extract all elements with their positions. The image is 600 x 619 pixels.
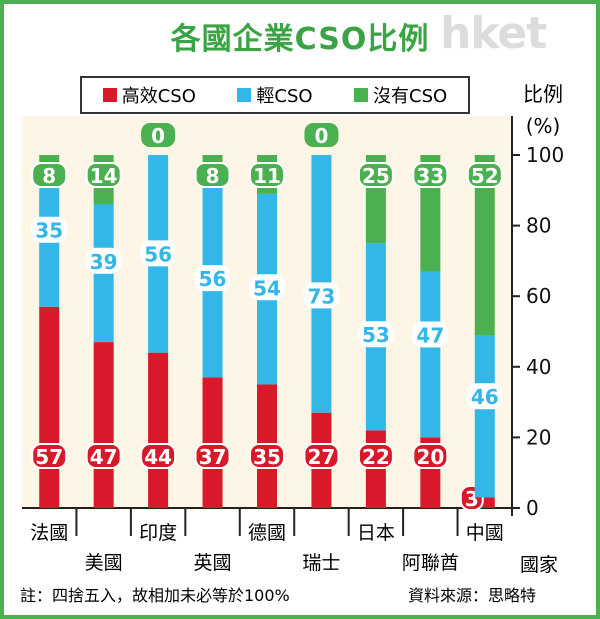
legend-label-none: 沒有CSO: [373, 86, 448, 107]
value-label-bg-0-7: [412, 443, 449, 469]
value-label-bg-2-7: [412, 162, 449, 188]
value-label-bg-1-7: [412, 321, 449, 348]
bar-0-6: [365, 430, 386, 508]
value-label-bg-1-0: [31, 216, 68, 243]
bar-2-8: [474, 155, 495, 336]
y-tick-label-100: 100: [526, 143, 564, 167]
value-label-1-7: 47: [416, 323, 444, 347]
bar-0-3: [202, 377, 223, 508]
value-label-bg-0-0: [31, 443, 68, 469]
value-label-bg-2-5: [304, 123, 339, 147]
legend-swatch-light: [237, 88, 252, 102]
category-label-0: 法國: [30, 522, 69, 544]
source-note: 資料來源：思略特: [408, 586, 537, 605]
value-label-bg-2-6: [357, 162, 394, 188]
category-label-7: 阿聯酋: [401, 552, 459, 574]
value-label-2-4: 11: [253, 164, 281, 188]
legend-swatch-high: [102, 88, 117, 102]
value-label-2-1: 14: [90, 164, 118, 188]
value-label-0-6: 22: [362, 445, 390, 469]
value-label-0-3: 37: [199, 445, 227, 469]
value-label-bg-0-4: [249, 443, 285, 469]
category-label-2: 印度: [139, 522, 178, 544]
bar-0-1: [93, 342, 114, 508]
legend-item-none: 沒有CSO: [354, 82, 447, 108]
value-label-bg-1-2: [140, 240, 177, 267]
legend-item-light: 輕CSO: [237, 82, 313, 108]
bar-1-8: [474, 335, 495, 498]
value-label-0-1: 47: [90, 445, 118, 469]
value-label-bg-1-5: [303, 282, 340, 309]
value-label-0-2: 44: [144, 445, 172, 469]
bar-0-0: [39, 306, 60, 508]
bar-0-8: [474, 497, 495, 508]
value-label-bg-2-0: [31, 162, 68, 188]
value-label-bg-2-4: [249, 162, 285, 188]
value-label-bg-0-5: [303, 443, 340, 469]
bar-1-0: [39, 183, 60, 307]
value-label-1-6: 53: [362, 323, 390, 347]
bar-0-2: [148, 352, 169, 508]
legend-item-high: 高效CSO: [102, 82, 196, 108]
value-label-bg-0-2: [140, 443, 177, 469]
value-label-bg-1-1: [85, 247, 122, 274]
y-tick-label-20: 20: [526, 425, 551, 449]
value-label-2-6: 25: [362, 164, 390, 188]
value-label-1-8: 46: [471, 385, 499, 409]
value-label-2-2: 0: [151, 124, 165, 148]
category-label-5: 瑞士: [302, 552, 341, 574]
y-axis-unit-line1: 比例: [523, 82, 563, 106]
y-tick-label-0: 0: [526, 496, 539, 520]
value-label-2-5: 0: [314, 124, 328, 148]
y-tick-label-40: 40: [526, 355, 551, 379]
value-label-0-4: 35: [253, 445, 281, 469]
value-label-2-7: 33: [416, 164, 444, 188]
y-axis-unit-line2: (%): [525, 114, 561, 138]
y-axis-unit-label: 比例 (%): [515, 78, 571, 142]
value-label-1-1: 39: [90, 250, 118, 274]
value-label-1-0: 35: [35, 219, 63, 243]
value-label-bg-2-2: [141, 123, 176, 147]
value-label-bg-0-6: [357, 443, 394, 469]
value-label-2-8: 52: [471, 164, 499, 188]
legend-label-light: 輕CSO: [256, 86, 313, 107]
category-label-8: 中國: [465, 522, 504, 544]
value-label-1-2: 56: [144, 242, 172, 266]
value-label-0-0: 57: [35, 445, 63, 469]
bar-1-7: [420, 271, 441, 438]
y-tick-label-60: 60: [526, 284, 551, 308]
value-label-1-3: 56: [199, 267, 227, 291]
value-label-1-5: 73: [308, 284, 336, 308]
value-label-0-5: 27: [308, 445, 336, 469]
value-label-bg-0-1: [85, 443, 122, 469]
value-label-bg-0-3: [194, 443, 231, 469]
footnote: 註：四捨五入，故相加未必等於100%: [20, 586, 290, 605]
value-label-bg-2-8: [466, 162, 503, 188]
category-label-6: 日本: [356, 522, 395, 544]
x-axis-label: 國家: [520, 554, 559, 576]
value-label-0-7: 20: [416, 445, 444, 469]
value-label-bg-2-3: [194, 162, 231, 188]
value-label-bg-1-8: [466, 383, 503, 410]
category-label-1: 美國: [84, 552, 123, 574]
value-label-2-0: 8: [42, 164, 56, 188]
value-label-bg-1-4: [249, 274, 285, 301]
y-tick-label-80: 80: [526, 214, 551, 238]
value-label-bg-1-6: [357, 321, 394, 348]
chart-title: 各國企業CSO比例: [170, 22, 430, 57]
category-label-3: 英國: [193, 552, 232, 574]
legend-label-high: 高效CSO: [121, 86, 196, 107]
value-label-2-3: 8: [206, 164, 220, 188]
legend-swatch-none: [354, 88, 369, 102]
value-label-bg-2-1: [85, 162, 122, 188]
legend: 高效CSO 輕CSO 沒有CSO: [80, 76, 470, 114]
value-label-1-4: 54: [253, 276, 281, 300]
value-label-bg-1-3: [194, 265, 231, 292]
category-label-4: 德國: [247, 522, 286, 544]
watermark: hket: [440, 8, 547, 59]
